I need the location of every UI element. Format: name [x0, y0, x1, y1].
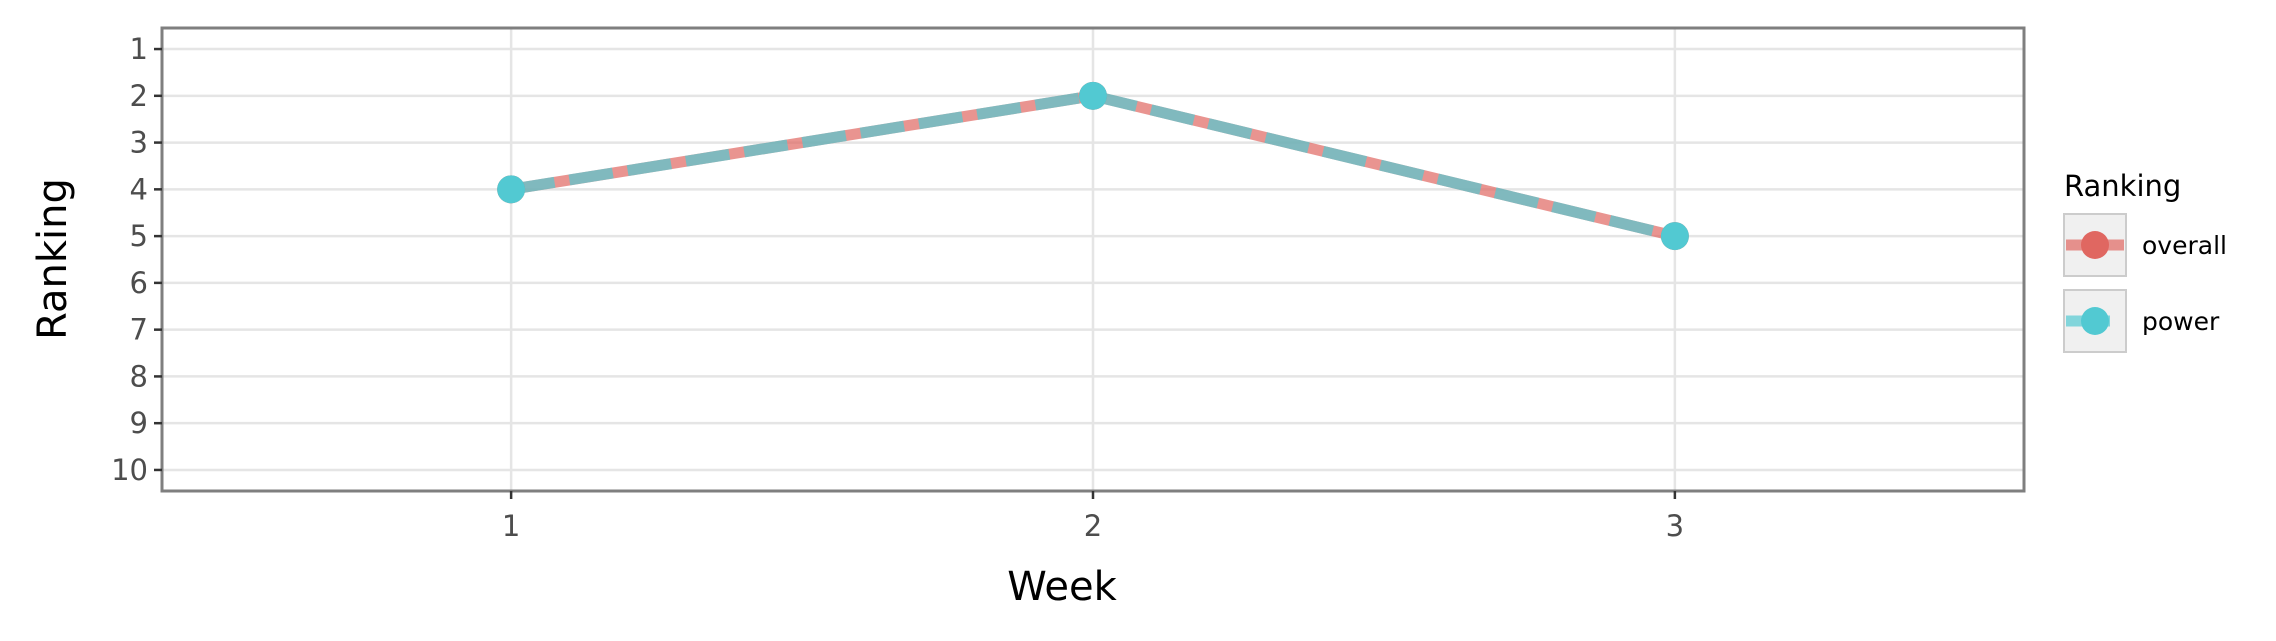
y-tick-label: 8 — [130, 359, 148, 393]
y-axis-title: Ranking — [30, 178, 76, 340]
x-tick-label: 3 — [1666, 509, 1684, 543]
y-tick-label: 5 — [130, 219, 148, 253]
y-tick-label: 1 — [130, 32, 148, 66]
legend-key-point — [2081, 231, 2109, 259]
y-tick-label: 4 — [130, 172, 148, 206]
data-point — [1660, 222, 1689, 251]
legend-title: Ranking — [2064, 169, 2181, 203]
legend-key-point — [2081, 307, 2109, 335]
y-axis: 1 2 3 4 5 6 7 8 9 10 — [111, 32, 162, 487]
x-tick-label: 1 — [502, 509, 520, 543]
series-line-power — [510, 90, 1677, 242]
y-tick-label: 3 — [130, 126, 148, 160]
data-point — [1079, 81, 1107, 110]
legend-label-overall: overall — [2142, 231, 2227, 260]
y-tick-label: 10 — [111, 453, 148, 487]
y-tick-label: 9 — [130, 406, 148, 440]
x-tick-label: 2 — [1084, 509, 1102, 543]
y-tick-label: 6 — [130, 266, 148, 300]
data-point — [497, 175, 526, 204]
y-tick-label: 7 — [130, 313, 148, 347]
legend: Ranking overall power — [2063, 169, 2227, 353]
x-axis: 1 2 3 — [502, 491, 1684, 543]
y-tick-label: 2 — [130, 79, 148, 113]
x-axis-title: Week — [1007, 564, 1117, 610]
series-lines — [497, 81, 1689, 251]
legend-label-power: power — [2142, 307, 2220, 336]
series-points-power — [497, 81, 1689, 251]
